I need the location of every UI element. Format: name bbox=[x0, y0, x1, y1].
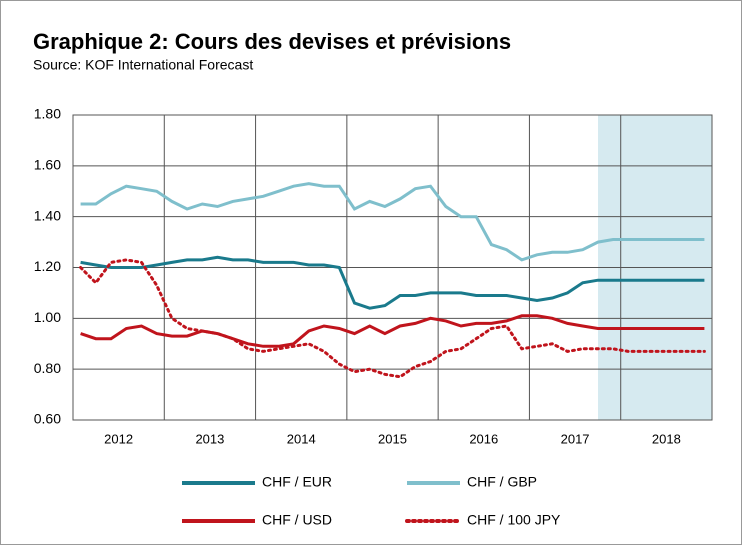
x-tick-label: 2015 bbox=[378, 431, 407, 446]
y-tick-label: 1.60 bbox=[34, 157, 61, 173]
legend-label: CHF / GBP bbox=[467, 474, 537, 490]
legend-label: CHF / 100 JPY bbox=[467, 512, 561, 528]
y-tick-label: 1.00 bbox=[34, 309, 61, 325]
legend-label: CHF / USD bbox=[262, 512, 332, 528]
series-line bbox=[80, 182, 705, 262]
x-tick-label: 2018 bbox=[652, 431, 681, 446]
y-tick-label: 1.40 bbox=[34, 207, 61, 223]
x-tick-label: 2013 bbox=[195, 431, 224, 446]
y-tick-label: 0.80 bbox=[34, 360, 61, 376]
chart-title: Graphique 2: Cours des devises et prévis… bbox=[33, 29, 511, 54]
x-tick-label: 2016 bbox=[469, 431, 498, 446]
legend-label: CHF / EUR bbox=[262, 474, 332, 490]
series-line bbox=[80, 314, 705, 348]
plot-border bbox=[72, 114, 713, 421]
series-line bbox=[80, 255, 705, 310]
chart-subtitle: Source: KOF International Forecast bbox=[33, 57, 253, 73]
series-line bbox=[79, 258, 706, 379]
x-tick-label: 2012 bbox=[104, 431, 133, 446]
x-tick-label: 2017 bbox=[561, 431, 590, 446]
y-tick-label: 1.20 bbox=[34, 258, 61, 274]
y-tick-label: 0.60 bbox=[34, 411, 61, 427]
x-tick-label: 2014 bbox=[287, 431, 316, 446]
y-tick-label: 1.80 bbox=[34, 106, 61, 122]
